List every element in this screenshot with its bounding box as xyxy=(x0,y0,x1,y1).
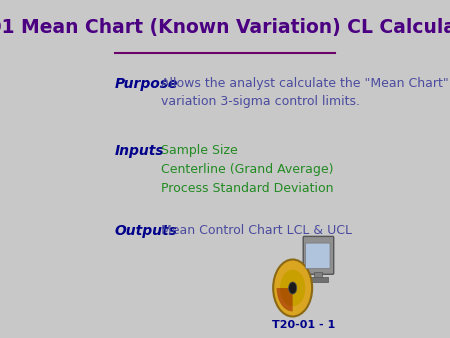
Text: Inputs: Inputs xyxy=(115,144,165,158)
Text: Outputs: Outputs xyxy=(115,224,178,238)
Bar xyxy=(309,277,328,282)
Bar xyxy=(314,272,322,278)
Wedge shape xyxy=(277,288,292,312)
Text: T20-01 Mean Chart (Known Variation) CL Calculations: T20-01 Mean Chart (Known Variation) CL C… xyxy=(0,18,450,37)
Circle shape xyxy=(273,260,312,316)
FancyBboxPatch shape xyxy=(303,236,334,274)
Circle shape xyxy=(288,282,297,294)
Circle shape xyxy=(280,270,305,307)
Text: Allows the analyst calculate the "Mean Chart" for known
variation 3-sigma contro: Allows the analyst calculate the "Mean C… xyxy=(161,77,450,108)
Text: T20-01 - 1: T20-01 - 1 xyxy=(272,320,335,330)
Text: Sample Size
Centerline (Grand Average)
Process Standard Deviation: Sample Size Centerline (Grand Average) P… xyxy=(161,144,333,195)
FancyBboxPatch shape xyxy=(306,243,330,269)
Text: Mean Control Chart LCL & UCL: Mean Control Chart LCL & UCL xyxy=(161,224,352,237)
Text: Purpose: Purpose xyxy=(115,77,178,91)
